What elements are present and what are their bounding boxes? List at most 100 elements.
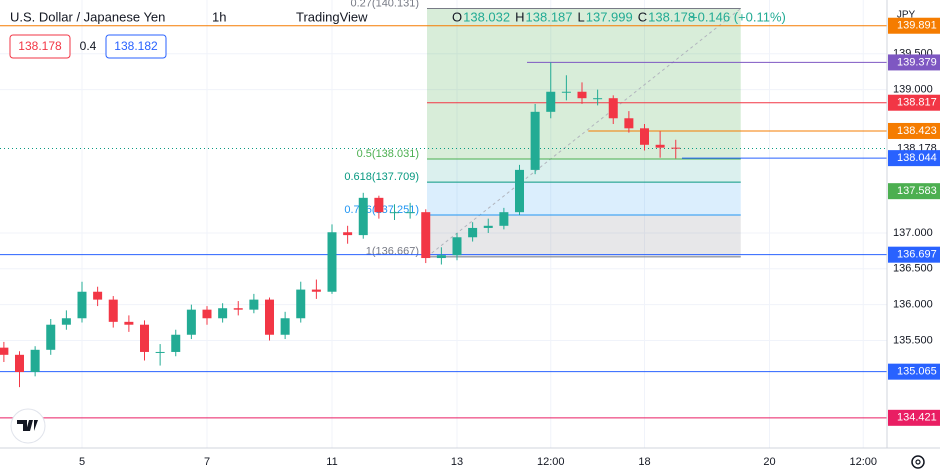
logo <box>10 408 46 444</box>
price-label-box <box>888 150 940 167</box>
x-tick-label: 5 <box>79 456 85 468</box>
price-label-box <box>888 183 940 200</box>
y-tick-label: 139.000 <box>893 84 933 96</box>
price-label-box <box>888 54 940 71</box>
candle-body <box>390 212 399 214</box>
x-tick-label: 12:00 <box>849 456 877 468</box>
candle-body <box>546 91 556 112</box>
ohlc-value: 137.999 <box>586 9 633 24</box>
ohlc-legend: O 138.032 H 138.187 L 137.999 C 138.178 <box>452 9 695 24</box>
currency[interactable]: JPY <box>897 10 916 21</box>
y-tick-label: 136.500 <box>893 263 933 275</box>
candle-body <box>61 318 71 325</box>
source: TradingView <box>296 9 368 24</box>
candle-body <box>468 227 478 238</box>
candle-body <box>483 225 493 228</box>
x-tick-label: 20 <box>763 456 775 468</box>
price-label-box <box>888 94 940 111</box>
candle-body <box>358 197 368 236</box>
candle-body <box>124 321 134 325</box>
change: +0.146 (+0.11%) <box>690 9 786 24</box>
price-label-box <box>888 409 940 426</box>
candle-body <box>171 334 181 352</box>
settings-button[interactable] <box>911 455 925 469</box>
candle-body <box>280 318 290 335</box>
price-label: 137.583 <box>897 185 937 197</box>
candle-body <box>561 91 571 93</box>
candle-body <box>0 347 9 355</box>
fib-band <box>427 8 741 160</box>
candle-body <box>202 309 212 319</box>
candle-body <box>640 128 649 145</box>
fib-label: 0.5(138.031) <box>357 148 419 160</box>
fib-band <box>427 182 741 215</box>
price-label: 139.891 <box>897 20 937 32</box>
y-tick-label: 135.500 <box>893 334 933 346</box>
fib-label: 1(136.667) <box>366 246 419 258</box>
spread: 0.4 <box>80 39 97 53</box>
price-label: 135.065 <box>897 366 937 378</box>
candle-body <box>140 324 149 352</box>
candle-body <box>608 98 618 119</box>
y-tick-label: 136.000 <box>893 299 933 311</box>
candle-body <box>30 349 40 373</box>
sell-button[interactable] <box>9 34 71 59</box>
fib-label: 0.618(137.709) <box>344 171 419 183</box>
ohlc-label: L <box>578 9 585 24</box>
buy-button[interactable] <box>105 34 167 59</box>
ohlc-value: 138.187 <box>526 9 573 24</box>
candle-body <box>186 309 196 335</box>
candle-body <box>233 308 243 310</box>
candle-body <box>436 255 446 259</box>
price-label: 139.379 <box>897 56 937 68</box>
ask[interactable]: 138.182 <box>114 39 158 53</box>
fib-band <box>427 159 741 183</box>
candle-body <box>671 147 681 149</box>
axes: 135.500136.000136.500137.000139.000139.5… <box>79 17 940 468</box>
candle-body <box>77 291 87 319</box>
ohlc-label: H <box>515 9 524 24</box>
candle-body <box>249 299 259 310</box>
interval[interactable]: 1h <box>212 9 226 24</box>
price-label: 138.817 <box>897 97 937 109</box>
candle-body <box>93 291 103 300</box>
candle-body <box>15 354 24 373</box>
bid[interactable]: 138.178 <box>18 39 62 53</box>
candle-body <box>296 289 306 319</box>
candle-body <box>327 232 337 292</box>
candle-body <box>499 212 509 226</box>
candle-body <box>46 324 56 350</box>
price-label-box <box>888 363 940 380</box>
plot-area: 0.27(140.131) 0.5(138.031) 0.618(137.709) 0… <box>0 0 887 448</box>
x-tick-label: 7 <box>204 456 210 468</box>
x-tick-label: 11 <box>326 456 337 468</box>
candle-body <box>405 212 415 214</box>
fib-band <box>427 214 741 257</box>
ohlc-value: 138.032 <box>463 9 510 24</box>
symbol-title: U.S. Dollar / Japanese Yen <box>10 9 165 24</box>
candle-body <box>108 299 118 322</box>
price-label-box <box>888 246 940 263</box>
candle-body <box>624 118 634 129</box>
ohlc-value: 138.178 <box>648 9 695 24</box>
price-label-box <box>888 122 940 139</box>
price-label: 136.697 <box>897 249 937 261</box>
candle-body <box>311 289 321 292</box>
candle-body <box>593 98 603 100</box>
candle-body <box>421 212 431 259</box>
candle-body <box>655 144 665 148</box>
x-tick-label: 12:00 <box>537 456 565 468</box>
ohlc-label: C <box>638 9 647 24</box>
price-label-box <box>888 17 940 34</box>
candle-body <box>452 237 462 256</box>
candle-body <box>218 308 228 319</box>
fib-label: 0.27(140.131) <box>351 0 420 9</box>
price-label: 138.044 <box>897 152 937 164</box>
y-tick-label: 137.000 <box>893 227 933 239</box>
price-label: 138.423 <box>897 125 937 137</box>
x-tick-label: 18 <box>638 456 650 468</box>
candle-body <box>374 197 384 213</box>
price-label: 134.421 <box>897 412 937 424</box>
